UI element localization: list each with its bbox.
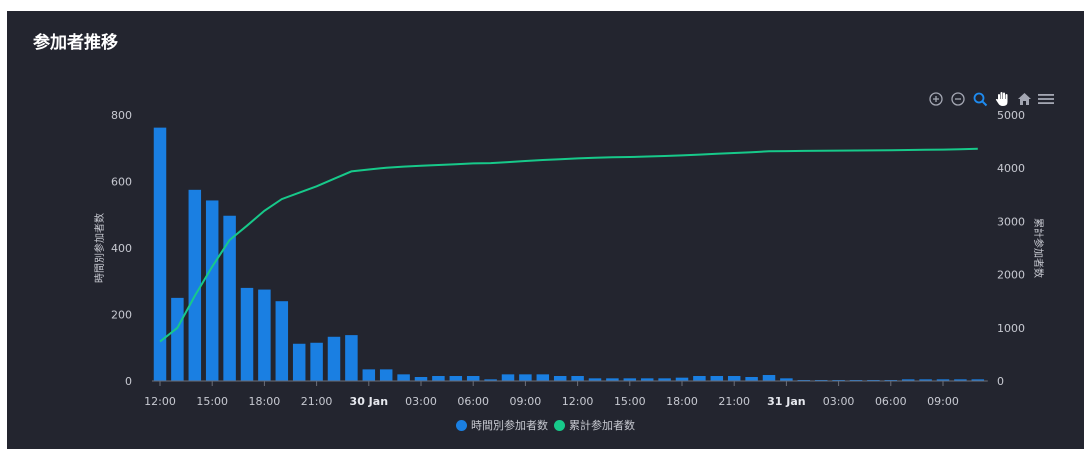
hourly-bar[interactable]	[536, 374, 550, 381]
hourly-bar[interactable]	[745, 377, 758, 381]
chart-panel: 参加者推移 0 200 400 600 800 0 1000 2000 3000 4000 500…	[7, 11, 1084, 449]
zoom-in-icon[interactable]	[927, 90, 945, 108]
hourly-bar[interactable]	[623, 378, 637, 381]
hourly-bar[interactable]	[379, 369, 393, 381]
x-tick-label: 18:00	[666, 395, 698, 408]
left-axis-title: 時間別参加者数	[93, 213, 106, 283]
hourly-bar[interactable]	[710, 376, 724, 381]
hourly-bar[interactable]	[780, 378, 793, 381]
hourly-bar[interactable]	[936, 379, 950, 381]
hourly-bar[interactable]	[449, 376, 463, 381]
left-y-tick-label: 200	[111, 309, 132, 322]
right-y-tick-label: 5000	[997, 109, 1025, 122]
hourly-bar[interactable]	[658, 378, 671, 381]
x-tick-label: 12:00	[144, 395, 176, 408]
hourly-bar[interactable]	[919, 379, 932, 381]
hourly-bar[interactable]	[588, 378, 602, 381]
hourly-bar[interactable]	[258, 289, 271, 381]
hourly-bar[interactable]	[171, 297, 184, 381]
hourly-bar[interactable]	[954, 379, 967, 381]
x-tick-label: 21:00	[301, 395, 333, 408]
hourly-bar[interactable]	[466, 376, 480, 381]
x-tick-label: 31 Jan	[767, 395, 805, 408]
legend-item-cumulative[interactable]: 累計参加者数	[554, 417, 635, 433]
menu-icon[interactable]	[1037, 90, 1055, 108]
left-y-tick-label: 600	[111, 176, 132, 189]
right-y-tick-label: 4000	[997, 162, 1025, 175]
hourly-bar[interactable]	[188, 189, 202, 381]
hourly-bar[interactable]	[240, 287, 254, 381]
hourly-bar[interactable]	[571, 376, 584, 381]
hourly-bar[interactable]	[397, 374, 410, 381]
hourly-bar[interactable]	[501, 374, 515, 381]
page-title: 参加者推移	[33, 33, 118, 53]
hourly-bar[interactable]	[640, 378, 654, 381]
hourly-bar[interactable]	[727, 376, 741, 381]
left-y-axis: 0 200 400 600 800	[111, 109, 132, 388]
x-tick-label: 06:00	[875, 395, 907, 408]
hourly-bar[interactable]	[205, 200, 219, 381]
hourly-bar[interactable]	[345, 335, 358, 381]
x-tick-label: 09:00	[510, 395, 542, 408]
left-y-tick-label: 800	[111, 109, 132, 122]
hourly-bar[interactable]	[414, 377, 428, 381]
hourly-bar[interactable]	[292, 343, 306, 381]
hourly-bar[interactable]	[971, 379, 985, 381]
reset-home-icon[interactable]	[1015, 90, 1033, 108]
x-tick-label: 06:00	[457, 395, 489, 408]
x-tick-label: 18:00	[249, 395, 281, 408]
legend-marker	[554, 419, 565, 431]
x-tick-label: 09:00	[927, 395, 959, 408]
legend-item-hourly[interactable]: 時間別参加者数	[456, 417, 548, 433]
cumulative-line	[159, 147, 978, 343]
x-tick-label: 21:00	[718, 395, 750, 408]
hourly-bar[interactable]	[693, 376, 706, 381]
right-y-tick-label: 3000	[997, 215, 1025, 228]
hourly-bar[interactable]	[223, 215, 236, 381]
selection-zoom-icon[interactable]	[971, 90, 989, 108]
hourly-bar[interactable]	[606, 378, 619, 381]
right-y-tick-label: 2000	[997, 269, 1025, 282]
chart-legend: 時間別参加者数 累計参加者数	[7, 417, 1084, 433]
right-axis-title: 累計参加者数	[1032, 218, 1045, 278]
hourly-bar[interactable]	[153, 127, 167, 381]
hourly-bar[interactable]	[327, 336, 341, 381]
hourly-bar[interactable]	[762, 375, 776, 381]
right-y-tick-label: 0	[997, 375, 1004, 388]
x-tick-label: 03:00	[823, 395, 855, 408]
x-tick-label: 30 Jan	[350, 395, 388, 408]
chart-svg: 0 200 400 600 800 0 1000 2000 3000 4000 5000 12:0…	[93, 109, 1045, 408]
legend-marker	[456, 419, 467, 431]
hourly-bar[interactable]	[519, 374, 532, 381]
hourly-bar[interactable]	[675, 377, 689, 381]
legend-label: 累計参加者数	[569, 419, 635, 432]
bar-series	[153, 127, 985, 381]
x-tick-label: 12:00	[562, 395, 594, 408]
legend-label: 時間別参加者数	[471, 419, 548, 432]
x-axis: 12:00 15:00 18:00 21:00 30 Jan 03:00 06:00 09:0…	[144, 381, 959, 408]
right-y-axis: 0 1000 2000 3000 4000 5000	[997, 109, 1025, 388]
x-tick-label: 15:00	[614, 395, 646, 408]
left-y-tick-label: 0	[125, 375, 132, 388]
chart-toolbar	[927, 89, 1055, 109]
hourly-bar[interactable]	[310, 342, 323, 381]
pan-hand-icon[interactable]	[993, 90, 1011, 108]
left-y-tick-label: 400	[111, 242, 132, 255]
hourly-bar[interactable]	[362, 369, 376, 381]
hourly-bar[interactable]	[901, 379, 915, 381]
x-tick-label: 03:00	[405, 395, 437, 408]
x-tick-label: 15:00	[196, 395, 228, 408]
hourly-bar[interactable]	[275, 301, 289, 381]
right-y-tick-label: 1000	[997, 322, 1025, 335]
hourly-bar[interactable]	[432, 376, 445, 381]
hourly-bar[interactable]	[484, 379, 497, 381]
zoom-out-icon[interactable]	[949, 90, 967, 108]
hourly-bar[interactable]	[553, 376, 567, 381]
